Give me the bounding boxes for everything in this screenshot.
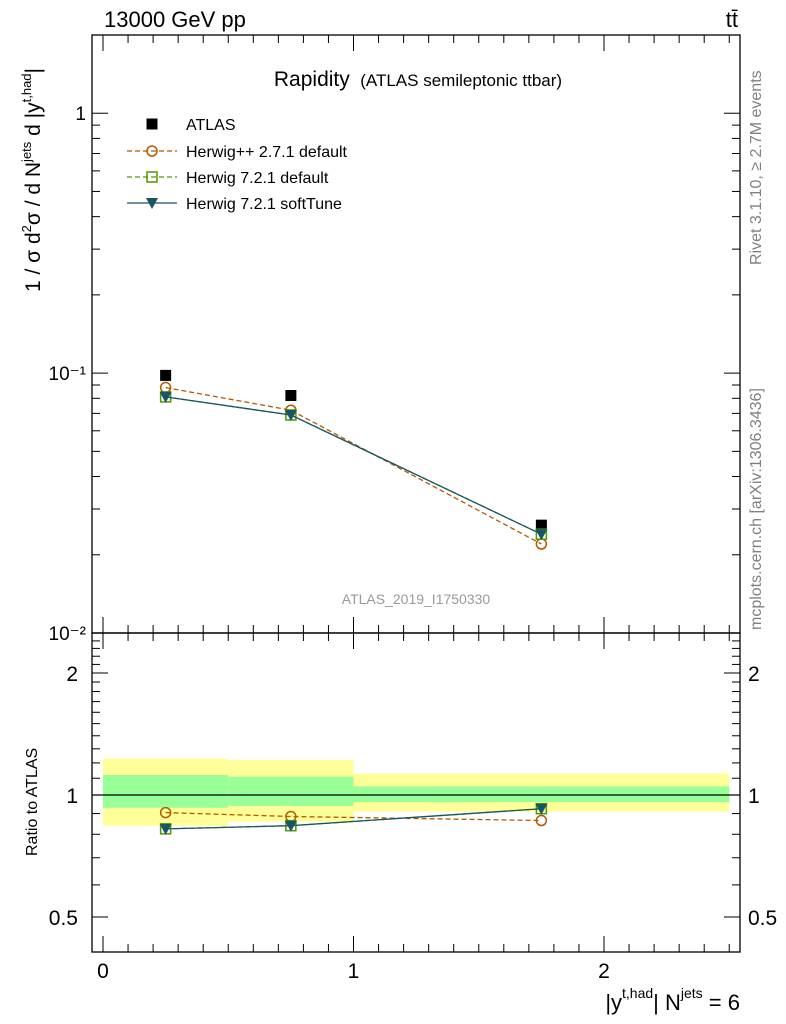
main-point-0-1 [285, 390, 297, 402]
plot-title: Rapidity (ATLAS semileptonic ttbar) [274, 68, 562, 91]
main-ytick-label: 10⁻¹ [49, 364, 87, 385]
main-series [159, 369, 548, 550]
ratio-series-line-0 [165, 811, 542, 822]
main-ytick-label: 1 [75, 104, 86, 125]
process-label: tt̄ [726, 7, 738, 32]
ratio-point-0-2 [535, 814, 548, 827]
x-axis-label: |yt,had| Njets = 6 [605, 985, 740, 1015]
band-inner-0 [103, 775, 229, 808]
main-point-0-2 [535, 519, 547, 531]
energy-label: 13000 GeV pp [104, 7, 246, 32]
legend-marker-1 [146, 145, 158, 157]
ratio-ytick-label: 2 [66, 663, 78, 686]
main-point-0-0 [160, 369, 172, 381]
legend-label-1: Herwig++ 2.7.1 default [186, 144, 348, 161]
axis-ticks [92, 34, 740, 952]
ratio-ylabel: Ratio to ATLAS [24, 748, 41, 856]
ratio-ytick-label: 0.5 [49, 907, 78, 930]
ratio-point-2-0 [159, 823, 172, 835]
legend-marker-0 [146, 118, 158, 130]
rivet-label: Rivet 3.1.10, ≥ 2.7M events [748, 70, 765, 265]
ratio-xtick-label: 2 [598, 960, 610, 983]
main-point-3-0 [159, 391, 172, 403]
main-point-3-2 [535, 529, 548, 541]
uncertainty-bands [92, 758, 740, 826]
ratio-series [159, 802, 548, 835]
main-ytick-label: 10⁻² [49, 624, 87, 645]
ratio-ytick-label: 1 [66, 785, 78, 808]
ratio-point-0-0 [159, 806, 172, 819]
main-ylabel: 1 / σ d2σ / d Njets d |yt,had| [19, 68, 45, 292]
ratio-point-2-2 [535, 803, 548, 815]
legend: ATLAS Herwig++ 2.7.1 default Herwig 7.2.1 … [127, 117, 348, 213]
legend-label-0: ATLAS [186, 117, 236, 134]
plot-title-sub: (ATLAS semileptonic ttbar) [360, 71, 562, 90]
ratio-ytick-label-right: 2 [748, 663, 760, 686]
axis-labels: 10⁻² 10⁻¹ 1 0.5 0.5 1 1 2 2 0 1 2 [49, 104, 778, 983]
band-inner-2 [353, 786, 730, 803]
ratio-xtick-label: 1 [348, 960, 360, 983]
ratio-ytick-label-right: 0.5 [748, 907, 777, 930]
ratio-xtick-label: 0 [97, 960, 109, 983]
ratio-point-2-1 [284, 820, 297, 832]
analysis-id: ATLAS_2019_I1750330 [342, 591, 491, 607]
legend-marker-2 [146, 171, 158, 183]
plot-title-main: Rapidity [274, 68, 350, 91]
main-series-line-1 [165, 386, 542, 545]
legend-label-3: Herwig 7.2.1 softTune [186, 196, 342, 213]
legend-label-2: Herwig 7.2.1 default [186, 170, 329, 187]
ratio-ytick-label-right: 1 [748, 785, 760, 808]
band-inner-1 [228, 776, 354, 806]
ratio-frame [91, 632, 741, 953]
legend-marker-3 [146, 198, 158, 209]
main-point-3-1 [284, 409, 297, 421]
mcplots-label: mcplots.cern.ch [arXiv:1306.3436] [748, 388, 765, 630]
